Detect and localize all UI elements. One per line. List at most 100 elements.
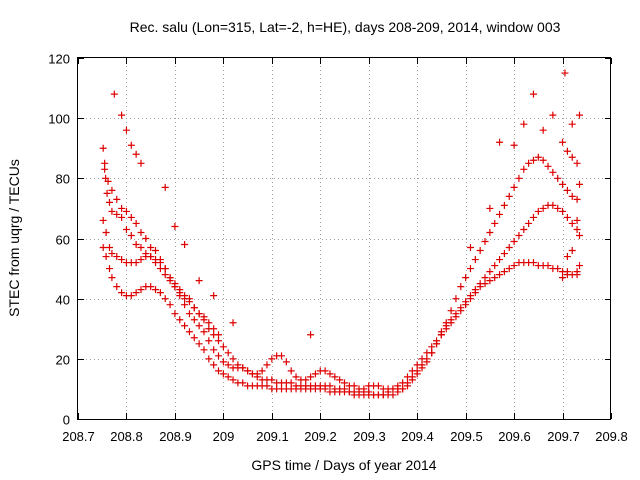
data-point — [224, 361, 232, 369]
data-point — [413, 361, 421, 369]
data-point — [573, 268, 581, 276]
data-point — [544, 162, 552, 170]
data-point — [248, 370, 256, 378]
data-point — [103, 189, 111, 197]
data-point — [345, 388, 353, 396]
data-point — [239, 364, 247, 372]
data-point — [287, 367, 295, 375]
data-point — [215, 331, 223, 339]
data-point — [101, 159, 109, 167]
data-point — [573, 159, 581, 167]
data-point — [105, 198, 113, 206]
data-point — [200, 346, 208, 354]
data-point — [389, 385, 397, 393]
data-point — [195, 277, 203, 285]
data-point — [185, 295, 193, 303]
data-point — [403, 373, 411, 381]
data-point — [525, 159, 533, 167]
data-point — [185, 310, 193, 318]
data-point — [457, 283, 465, 291]
data-point — [529, 156, 537, 164]
data-point — [195, 322, 203, 330]
data-point — [568, 219, 576, 227]
axis-ticks: 208.7 208.8 208.9 209 209.1 209.2 209.3 209.4 20… — [48, 52, 627, 445]
data-point — [447, 319, 455, 327]
data-point — [152, 247, 160, 255]
data-point — [554, 204, 562, 212]
data-point — [137, 286, 145, 294]
data-point — [161, 295, 169, 303]
data-point — [576, 111, 584, 119]
data-point — [525, 219, 533, 227]
data-point — [326, 370, 334, 378]
data-point — [520, 120, 528, 128]
data-point — [321, 385, 329, 393]
plot-frame — [77, 57, 611, 420]
data-point — [510, 183, 518, 191]
data-point — [539, 204, 547, 212]
data-point — [282, 358, 290, 366]
data-point — [491, 274, 499, 282]
data-point — [108, 207, 116, 215]
data-point — [549, 201, 557, 209]
data-point — [544, 262, 552, 270]
x-tick-label: 209.6 — [498, 429, 531, 444]
data-point — [520, 165, 528, 173]
data-point — [466, 265, 474, 273]
data-point — [476, 247, 484, 255]
data-point — [171, 222, 179, 230]
data-point — [132, 289, 140, 297]
data-point — [447, 307, 455, 315]
data-point — [229, 319, 237, 327]
y-tick-label: 120 — [48, 52, 70, 67]
data-point — [99, 244, 107, 252]
data-point — [99, 216, 107, 224]
data-point — [110, 90, 118, 98]
data-point — [258, 367, 266, 375]
data-point — [108, 274, 116, 282]
y-axis-label: STEC from uqrg / TECUs — [6, 159, 22, 317]
data-point — [559, 180, 567, 188]
data-point — [515, 174, 523, 182]
x-tick-label: 209.4 — [401, 429, 434, 444]
data-point — [156, 259, 164, 267]
data-point — [462, 301, 470, 309]
data-point — [491, 219, 499, 227]
data-point — [549, 168, 557, 176]
data-point — [105, 244, 113, 252]
grid-lines — [78, 58, 611, 419]
data-point — [462, 274, 470, 282]
x-axis-label: GPS time / Days of year 2014 — [251, 457, 436, 473]
data-point — [539, 126, 547, 134]
data-point — [374, 382, 382, 390]
data-point — [205, 337, 213, 345]
data-point — [561, 69, 569, 77]
data-point — [171, 283, 179, 291]
data-point — [113, 195, 121, 203]
x-tick-label: 208.8 — [110, 429, 143, 444]
data-point — [529, 213, 537, 221]
data-point — [122, 126, 130, 134]
data-point — [554, 265, 562, 273]
data-point — [132, 150, 140, 158]
data-point — [147, 283, 155, 291]
data-point — [224, 349, 232, 357]
data-point — [326, 382, 334, 390]
x-tick-label: 209.8 — [595, 429, 628, 444]
y-tick-label: 60 — [56, 233, 70, 248]
data-point — [205, 355, 213, 363]
data-point — [563, 271, 571, 279]
data-point — [147, 244, 155, 252]
data-point — [496, 271, 504, 279]
x-tick-label: 208.9 — [159, 429, 192, 444]
data-point — [515, 231, 523, 239]
data-point — [466, 295, 474, 303]
data-point — [215, 367, 223, 375]
data-point — [486, 228, 494, 236]
data-point — [113, 283, 121, 291]
data-point — [481, 274, 489, 282]
data-point — [576, 262, 584, 270]
data-point — [433, 337, 441, 345]
data-point — [389, 391, 397, 399]
data-point — [331, 373, 339, 381]
